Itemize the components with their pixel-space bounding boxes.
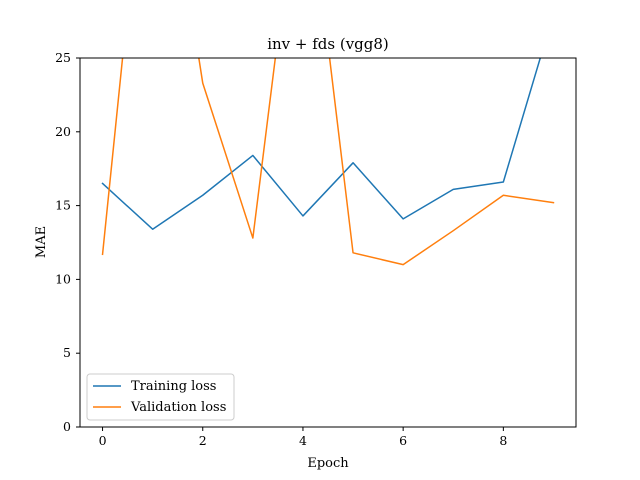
x-tick-label-0: 0 <box>99 433 107 448</box>
plot-background <box>80 58 576 427</box>
x-tick-label-6: 6 <box>399 433 407 448</box>
y-tick-label-20: 20 <box>55 124 71 139</box>
legend-label-training-loss: Training loss <box>131 379 216 394</box>
x-axis-label: Epoch <box>307 456 349 471</box>
y-tick-label-5: 5 <box>63 345 71 360</box>
plot-frame <box>79 57 577 428</box>
x-tick-label-4: 4 <box>299 433 307 448</box>
y-tick-label-15: 15 <box>55 198 71 213</box>
legend-box <box>86 373 235 421</box>
series-line-training-loss <box>101 58 542 230</box>
y-axis-label: MAE <box>34 226 49 258</box>
y-tick-label-25: 25 <box>55 50 71 65</box>
x-axis-ticks: 0 2 4 6 8 <box>99 427 507 448</box>
y-axis-ticks: 0 5 10 15 20 25 <box>55 50 80 434</box>
y-tick-label-10: 10 <box>55 271 71 286</box>
x-tick-label-2: 2 <box>199 433 207 448</box>
x-tick-label-8: 8 <box>499 433 507 448</box>
chart-title: inv + fds (vgg8) <box>267 35 389 53</box>
y-tick-label-0: 0 <box>63 419 71 434</box>
legend: Training loss Validation loss <box>86 373 235 421</box>
legend-label-validation-loss: Validation loss <box>130 400 226 415</box>
series-layer <box>101 58 555 266</box>
series-line-validation-loss <box>101 58 555 266</box>
